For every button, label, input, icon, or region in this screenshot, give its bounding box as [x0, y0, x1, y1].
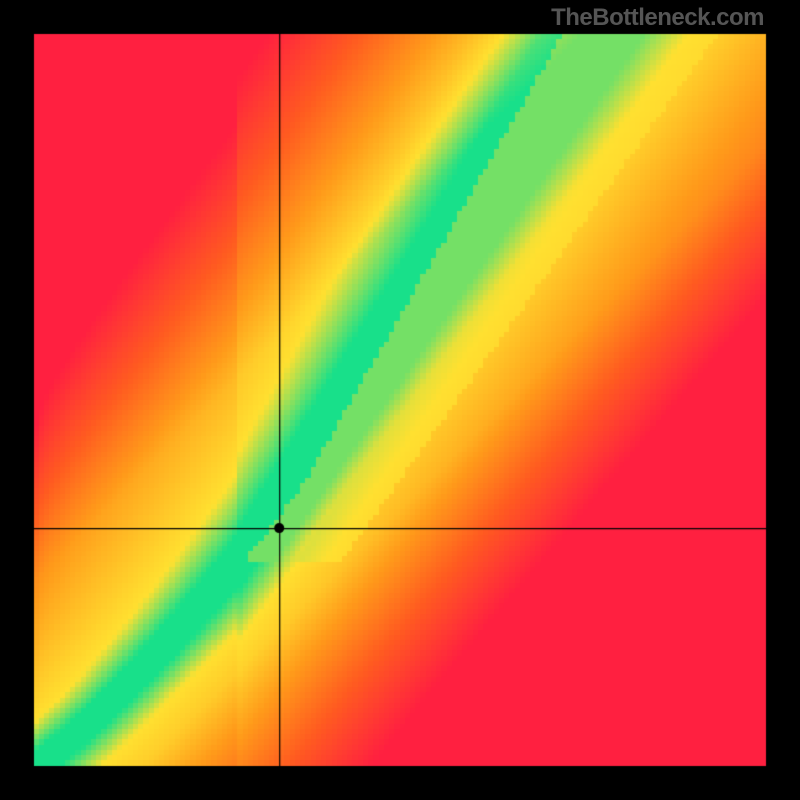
watermark-text: TheBottleneck.com — [551, 4, 764, 32]
bottleneck-heatmap — [0, 0, 800, 800]
chart-container: TheBottleneck.com — [0, 0, 800, 800]
